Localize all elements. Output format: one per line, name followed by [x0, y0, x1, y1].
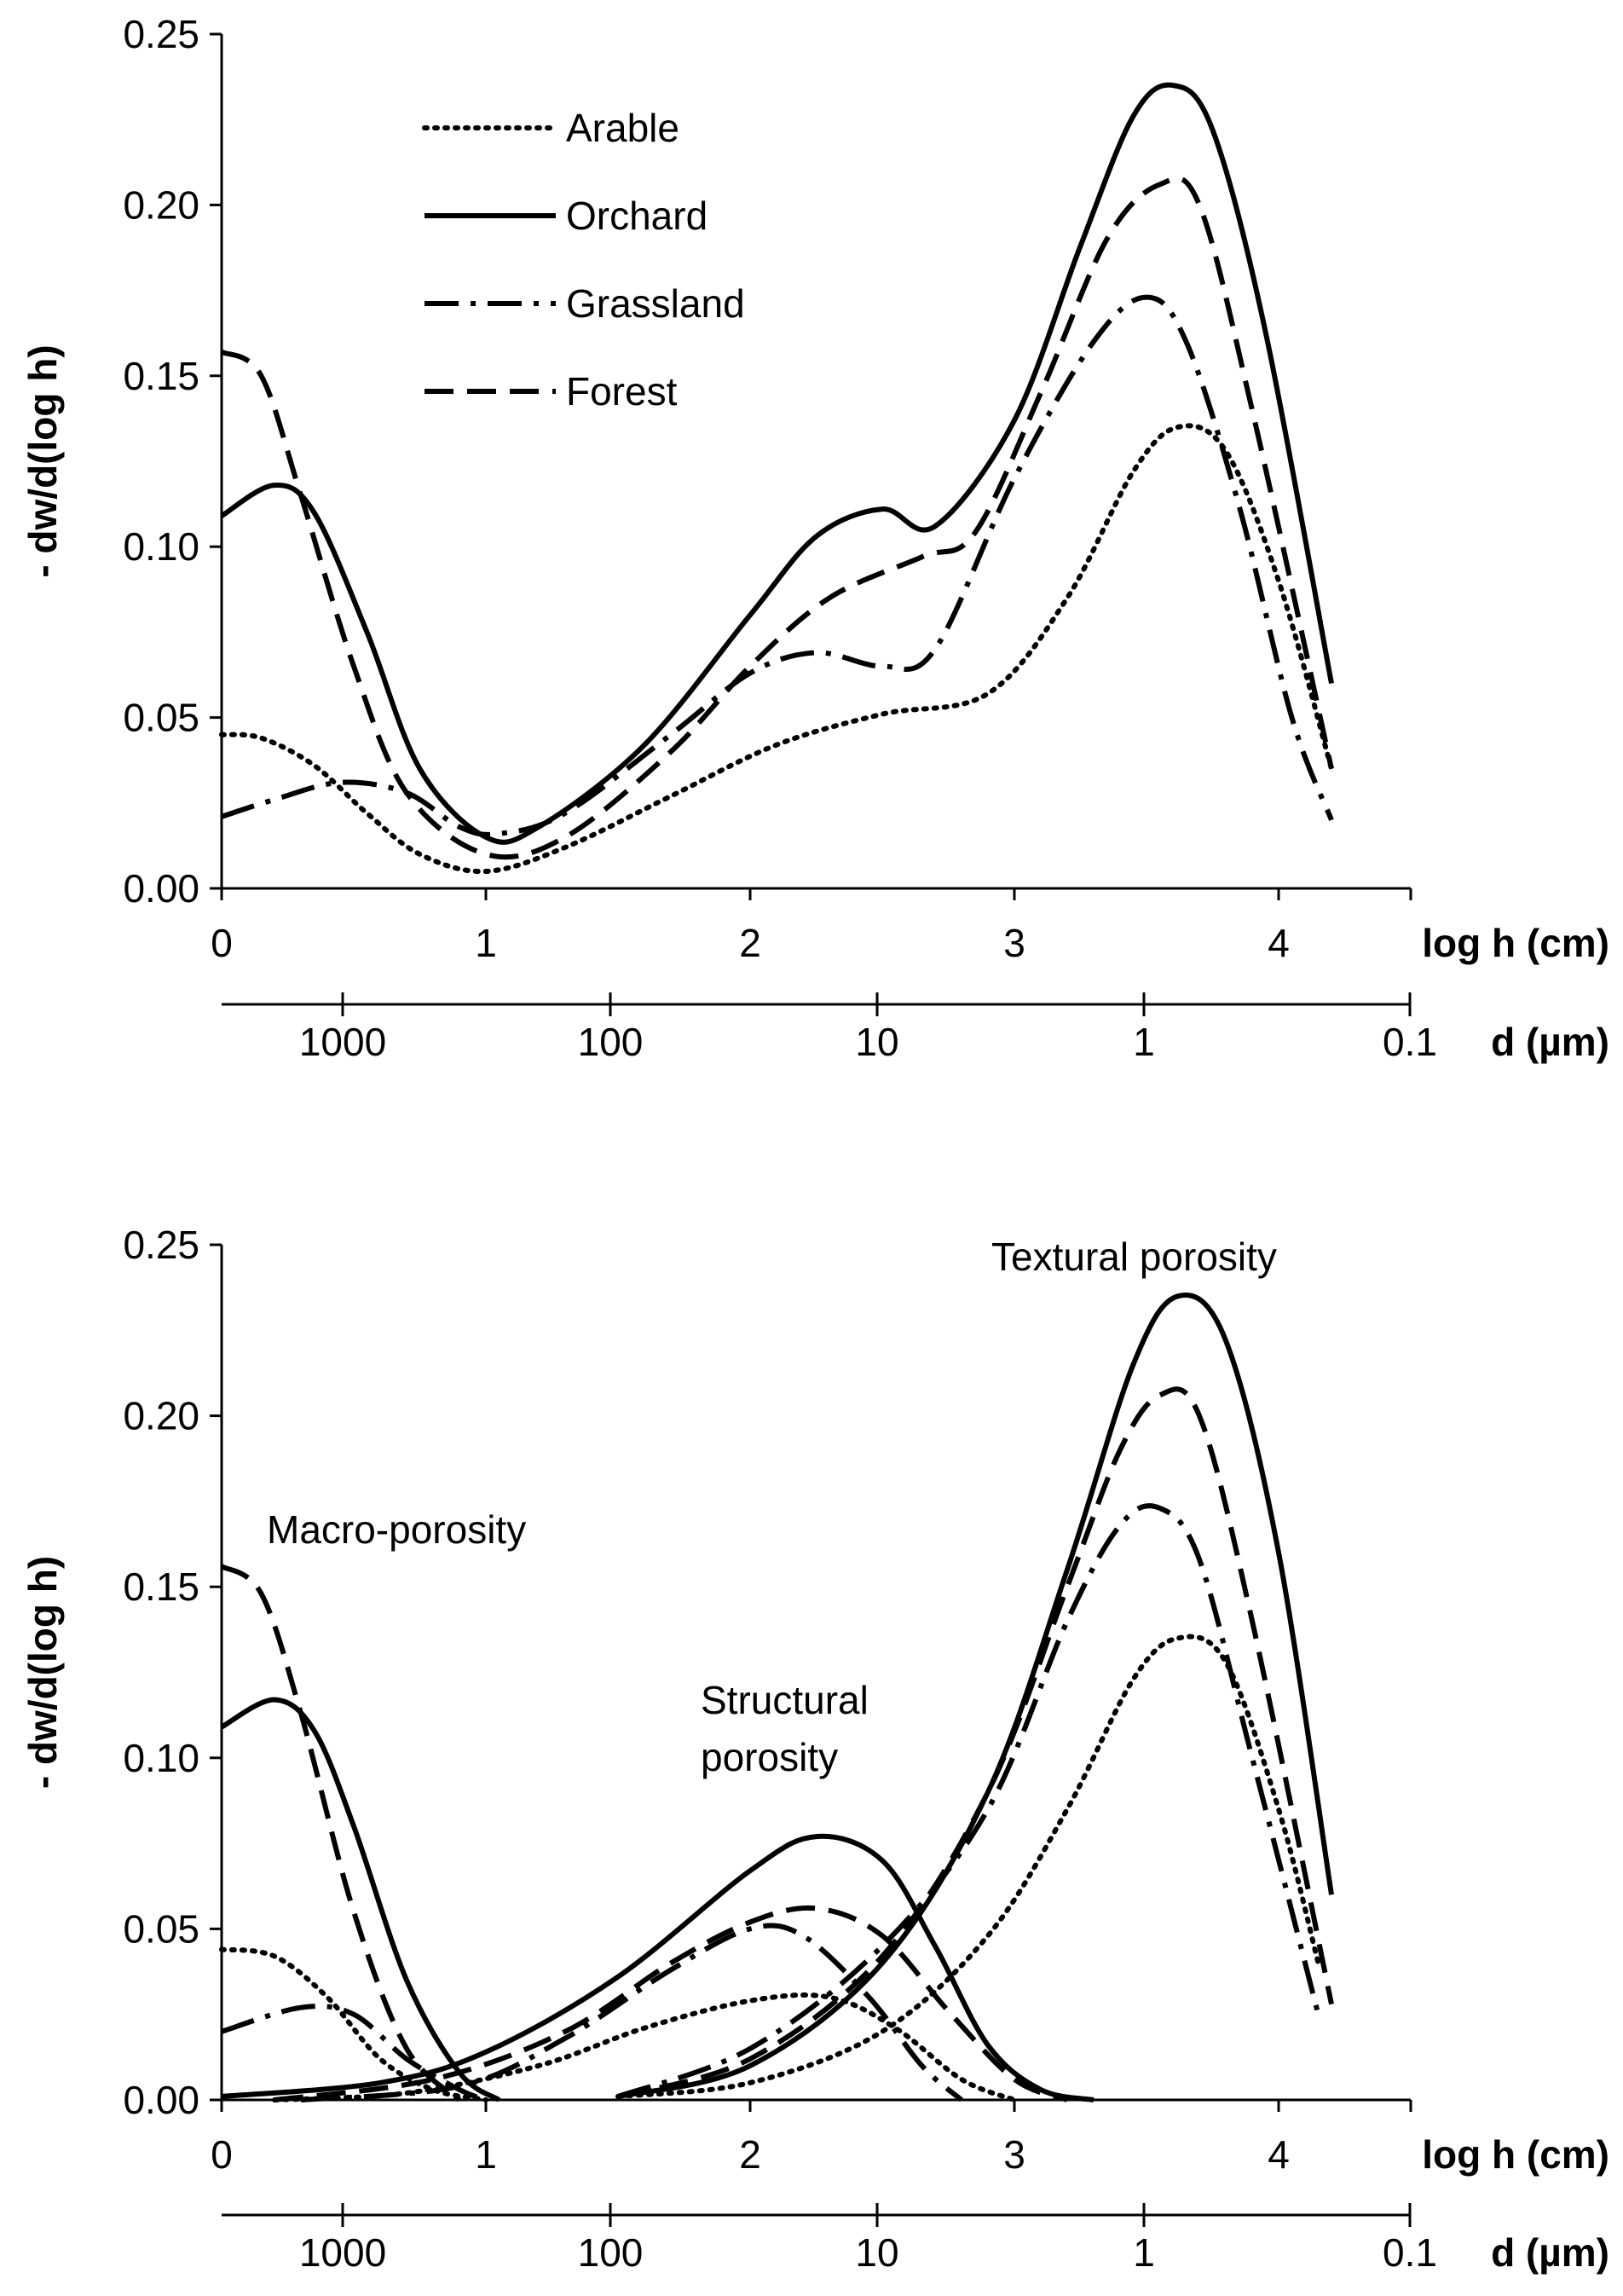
y-tick-label: 0.00: [123, 2078, 199, 2122]
d-tick-label: 10: [855, 1020, 898, 1064]
series-line-forest-struct: [274, 1905, 1069, 2102]
legend-label: Forest: [566, 369, 678, 414]
y-tick-label: 0.10: [123, 524, 199, 569]
d-tick-label: 0.1: [1383, 1020, 1437, 1064]
series-line-forest: [220, 176, 1334, 860]
annotation: Macro-porosity: [267, 1507, 526, 1552]
y-axis-label: - dw/d(log h): [20, 344, 65, 577]
x-tick-label: 4: [1268, 921, 1290, 965]
y-axis-label: - dw/d(log h): [20, 1556, 65, 1789]
x-axis-label: log h (cm): [1422, 2132, 1609, 2177]
annotation: porosity: [701, 1735, 838, 1779]
series-line-grassland-struct: [300, 1923, 963, 2102]
annotation: Structural: [701, 1678, 869, 1722]
d-tick-label: 100: [578, 1020, 644, 1064]
x-tick-label: 3: [1003, 2132, 1025, 2177]
y-tick-label: 0.25: [123, 12, 199, 56]
x-tick-label: 2: [739, 921, 761, 965]
series-line-arable: [219, 423, 1334, 875]
legend: Arable Orchard Grassland Forest: [422, 106, 745, 414]
series-line-orchard: [220, 82, 1334, 845]
series-line-orchard-text: [617, 1293, 1334, 2099]
series-line-arable-text: [615, 1634, 1321, 2099]
x-tick-label: 2: [739, 2132, 761, 2177]
annotation: Textural porosity: [991, 1235, 1277, 1279]
x-tick-label: 0: [211, 2132, 233, 2177]
x-tick-label: 1: [475, 921, 497, 965]
series-line-grassland-macro: [221, 2004, 488, 2102]
panel-top: 0.00 0.05 0.10 0.15 0.20 0.25 0 1 2 3 4 1000 100 10 1 0…: [20, 12, 1609, 1064]
y-tick-label: 0.20: [123, 182, 199, 227]
x-tick-label: 3: [1003, 921, 1025, 965]
legend-label: Arable: [566, 106, 679, 150]
d-axis-label: d (µm): [1491, 1020, 1609, 1064]
series-line-forest-text: [617, 1386, 1334, 2099]
series-line-orchard-struct: [221, 1833, 1095, 2102]
d-tick-label: 1000: [299, 2230, 386, 2275]
panel-bottom: 0.00 0.05 0.10 0.15 0.20 0.25 0 1 2 3 4 1000 100 10 1 0…: [20, 1223, 1609, 2275]
x-tick-label: 1: [475, 2132, 497, 2177]
d-tick-label: 10: [855, 2230, 898, 2275]
d-tick-label: 100: [578, 2230, 644, 2275]
legend-label: Orchard: [566, 194, 708, 238]
series-line-arable-struct: [272, 1992, 1017, 2102]
y-tick-label: 0.20: [123, 1394, 199, 1438]
d-tick-label: 1: [1133, 2230, 1155, 2275]
y-tick-label: 0.10: [123, 1736, 199, 1780]
y-tick-label: 0.15: [123, 354, 199, 398]
x-tick-label: 4: [1268, 2132, 1290, 2177]
x-axis-label: log h (cm): [1422, 921, 1609, 965]
y-tick-label: 0.00: [123, 866, 199, 911]
legend-label: Grassland: [566, 281, 745, 326]
y-tick-label: 0.05: [123, 1906, 199, 1951]
y-tick-label: 0.15: [123, 1564, 199, 1609]
d-tick-label: 1000: [299, 1020, 386, 1064]
y-tick-label: 0.05: [123, 696, 199, 740]
d-tick-label: 1: [1133, 1020, 1155, 1064]
d-tick-label: 0.1: [1383, 2230, 1437, 2275]
series-line-forest-macro: [220, 1564, 462, 2102]
series-line-grassland-text: [616, 1503, 1321, 2099]
y-tick-label: 0.25: [123, 1223, 199, 1267]
d-axis-label: d (µm): [1491, 2230, 1609, 2275]
x-tick-label: 0: [211, 921, 233, 965]
